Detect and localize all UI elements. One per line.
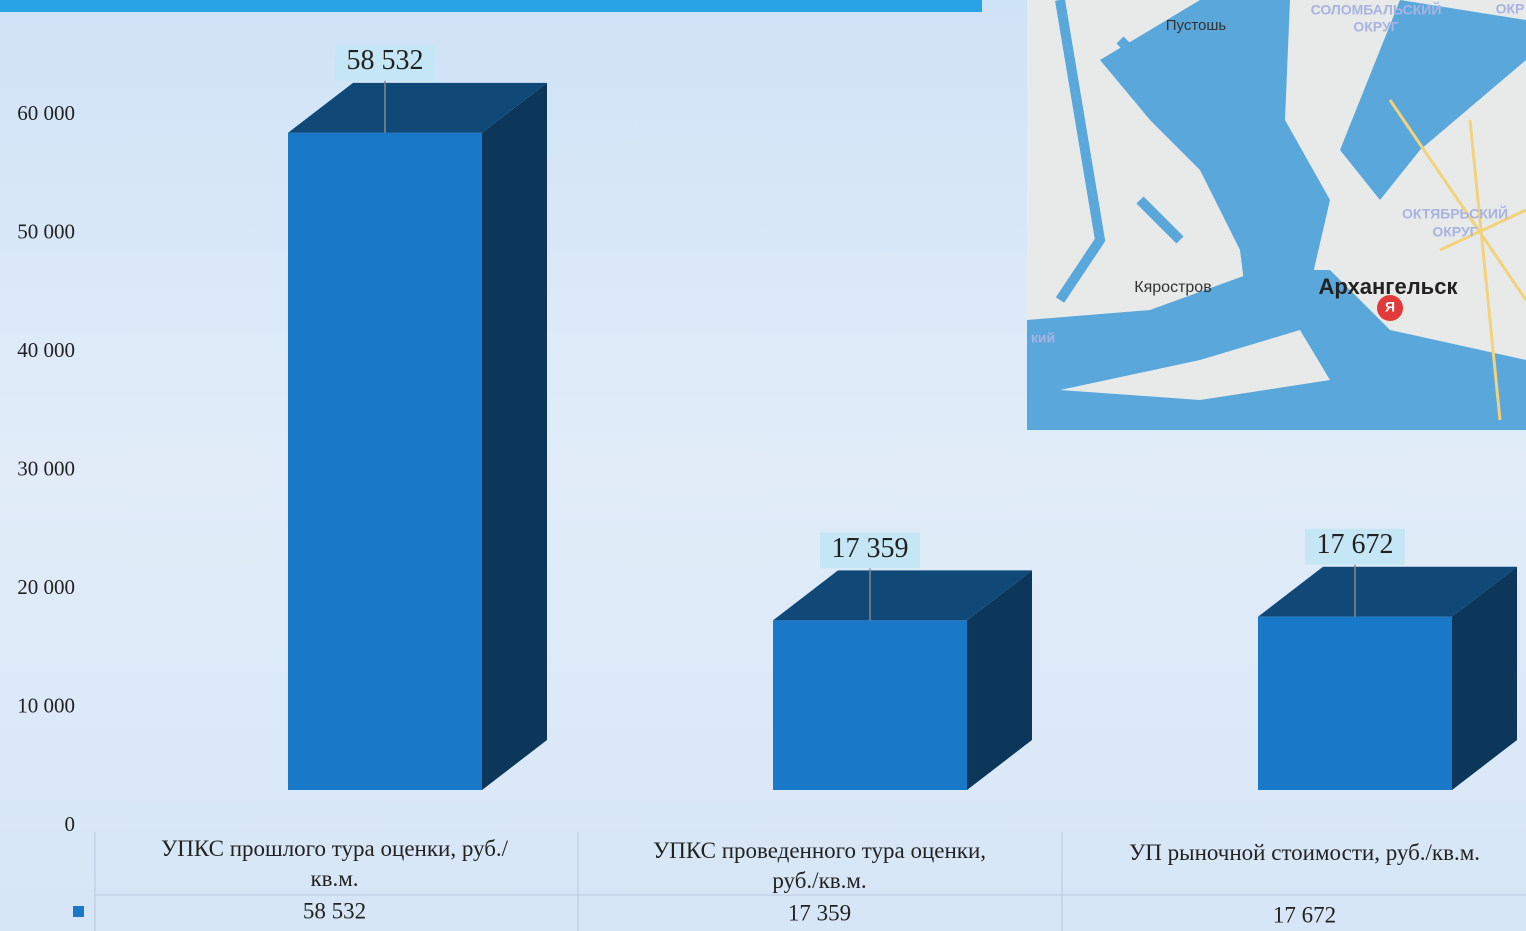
map-label: Пустошь <box>1166 17 1227 34</box>
map-label: Кяростров <box>1134 279 1211 296</box>
y-tick-label: 0 <box>65 812 76 836</box>
y-tick-label: 40 000 <box>17 338 75 362</box>
value-label: 17 672 <box>1317 529 1394 560</box>
bar <box>1258 617 1452 790</box>
bar <box>773 620 967 790</box>
map-label: Архангельск <box>1319 274 1459 299</box>
y-tick-label: 50 000 <box>17 220 75 244</box>
x-tick-label: УП рыночной стоимости, руб./кв.м. <box>1115 838 1495 868</box>
map-label: ОКР <box>1496 1 1525 17</box>
y-tick-label: 30 000 <box>17 457 75 481</box>
map-label: кий <box>1031 330 1055 346</box>
value-label: 17 359 <box>832 533 909 564</box>
map-label: ОКТЯБРЬСКИЙ <box>1402 205 1508 222</box>
bar-side <box>482 83 547 790</box>
map-label: ОКРУГ <box>1432 224 1477 240</box>
table-value: 17 359 <box>788 900 851 925</box>
y-tick-label: 10 000 <box>17 693 75 717</box>
value-label: 58 532 <box>347 45 424 76</box>
y-tick-label: 60 000 <box>17 101 75 125</box>
map-inset: ПустошьСОЛОМБАЛЬСКИЙОКРУГОКРОКТЯБРЬСКИЙО… <box>1027 0 1526 430</box>
map-label: Я <box>1385 299 1395 315</box>
map-label: ОКРУГ <box>1353 19 1398 35</box>
bar <box>288 133 482 790</box>
chart: ПустошьСОЛОМБАЛЬСКИЙОКРУГОКРОКТЯБРЬСКИЙО… <box>0 0 1526 931</box>
table-value: 58 532 <box>303 898 366 923</box>
y-tick-label: 20 000 <box>17 575 75 599</box>
table-value: 17 672 <box>1273 902 1336 927</box>
x-tick-label: УПКС проведенного тура оценки, руб./кв.м… <box>630 836 1010 896</box>
header-strip <box>0 0 982 12</box>
x-tick-label: УПКС прошлого тура оценки, руб./кв.м. <box>145 834 525 894</box>
legend-marker <box>73 906 84 917</box>
map-label: СОЛОМБАЛЬСКИЙ <box>1311 1 1442 18</box>
page: ПустошьСОЛОМБАЛЬСКИЙОКРУГОКРОКТЯБРЬСКИЙО… <box>0 0 1526 931</box>
